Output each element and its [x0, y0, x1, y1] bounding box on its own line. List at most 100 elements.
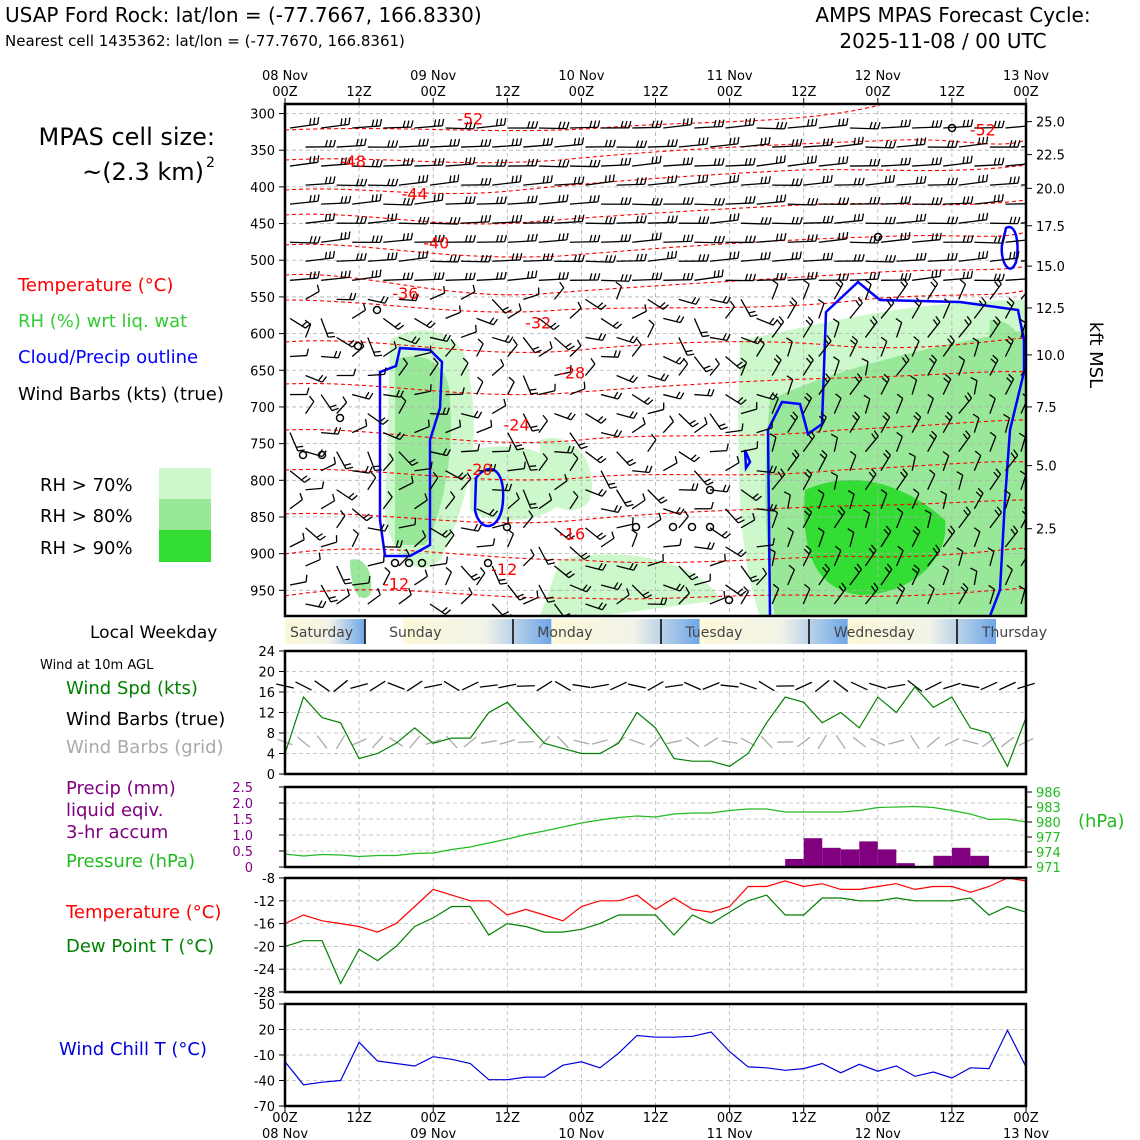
wind-barb-flag — [748, 273, 753, 281]
grid-wind-barb — [463, 736, 477, 748]
wind-barb — [1020, 292, 1026, 300]
wind-barb — [476, 381, 484, 395]
true-wind-barb — [314, 680, 330, 692]
wind-barb-flag — [965, 506, 971, 513]
wind-barb-flag — [405, 548, 410, 556]
wind-barb-flag — [962, 196, 966, 204]
wind-barb-flag — [632, 336, 638, 344]
wind-barb — [616, 221, 645, 224]
wind-barb-flag — [550, 137, 554, 145]
wind-barb-flag — [837, 509, 844, 517]
wind-barb — [523, 181, 552, 186]
wind-barb-flag — [433, 272, 437, 280]
wind-barb-flag — [857, 137, 860, 145]
wind-barb-flag — [458, 305, 462, 313]
wind-barb-flag — [547, 562, 556, 565]
wind-barb — [631, 584, 647, 599]
wind-barb — [429, 451, 448, 457]
wind-barb-flag — [530, 548, 535, 556]
wind-barb — [507, 309, 522, 319]
wind-barb — [740, 591, 750, 605]
wind-barb — [927, 588, 935, 605]
wind-barb — [507, 432, 518, 451]
isotherm-labels: -52-52-48-44-40-36-32-28-24-20-16-12-12 — [340, 110, 996, 594]
wind-barb-flag — [442, 333, 448, 341]
wind-barb — [787, 240, 816, 243]
wind-barb-flag — [997, 120, 1001, 128]
wind-barb-flag — [305, 574, 308, 582]
wind-barb — [585, 451, 601, 464]
wind-barb-flag — [826, 138, 830, 146]
wind-barb — [802, 397, 813, 414]
wind-barb-flag — [737, 549, 744, 555]
legend-rh: RH (%) wrt liq. wat — [18, 311, 187, 332]
wind-barb — [849, 569, 862, 586]
wind-barb — [601, 355, 619, 358]
wind-barb — [802, 435, 816, 453]
wind-barb — [585, 565, 603, 571]
wind-barb-flag — [721, 198, 726, 206]
temperature-frame — [283, 876, 1028, 994]
wind-barb-flag — [546, 558, 554, 562]
wind-barb — [631, 499, 646, 510]
wind-barb — [429, 527, 447, 538]
wind-barb-flag — [675, 507, 681, 514]
precip-frame — [283, 785, 1028, 869]
wind-barb — [740, 143, 769, 148]
wind-barb-flag — [1006, 301, 1013, 307]
wind-barb-flag — [562, 121, 566, 129]
wind-barb-flag — [597, 273, 601, 281]
wind-barb-flag — [597, 488, 604, 496]
wind-barb-flag — [377, 588, 381, 596]
wind-barb — [942, 378, 952, 395]
wind-barb — [445, 127, 474, 130]
wind-barb — [507, 276, 536, 281]
wind-barb-flag — [759, 338, 765, 345]
wind-barb-flag — [530, 270, 534, 278]
true-wind-barb — [424, 683, 443, 689]
wind-barb-flag — [608, 216, 613, 224]
wind-barb — [849, 278, 878, 281]
wind-barb-flag — [360, 253, 363, 261]
wind-barb — [460, 362, 469, 376]
wind-barb — [554, 143, 583, 148]
wind-barb-flag — [846, 197, 850, 205]
legend-barbs-grid: Wind Barbs (grid) — [66, 737, 224, 758]
wind-barb-flag — [704, 416, 708, 424]
wind-barb-flag — [583, 555, 591, 560]
wind-barb-flag — [368, 576, 371, 584]
wind-barb-flag — [364, 216, 368, 224]
wind-barb — [320, 500, 335, 510]
wind-barb-flag — [500, 582, 508, 585]
wind-barb-flag — [542, 176, 545, 184]
wind-barb — [880, 454, 891, 472]
wind-barb-flag — [1009, 176, 1012, 184]
wind-barb-flag — [791, 178, 795, 186]
wind-barb — [864, 588, 879, 605]
wind-barb-flag — [706, 216, 710, 224]
wind-barb-flag — [885, 525, 892, 532]
wind-barb-flag — [628, 234, 632, 242]
wind-barb-flag — [805, 319, 812, 326]
wind-barb — [1004, 340, 1014, 357]
wind-barb-flag — [786, 337, 793, 343]
wind-barb-flag — [898, 583, 905, 589]
wind-barb-flag — [597, 159, 601, 167]
wind-barb — [896, 283, 909, 300]
wind-barb-flag — [532, 346, 540, 351]
wind-barb-flag — [530, 506, 538, 509]
wind-barb — [383, 393, 401, 398]
wind-barb-flag — [348, 231, 351, 239]
wind-barb — [927, 283, 939, 300]
legend-temperature: Temperature (°C) — [17, 275, 173, 296]
wind-barb-flag — [799, 251, 802, 259]
wind-barb — [694, 164, 723, 167]
wind-barb — [321, 237, 349, 243]
wind-barb-flag — [468, 157, 472, 165]
wind-barb-flag — [872, 316, 878, 323]
wind-barb-flag — [1009, 251, 1012, 260]
wind-barb-flag — [519, 252, 523, 261]
wind-barb-flag — [470, 573, 478, 578]
wind-barb-flag — [496, 159, 500, 167]
wind-barb-flag — [379, 417, 386, 423]
